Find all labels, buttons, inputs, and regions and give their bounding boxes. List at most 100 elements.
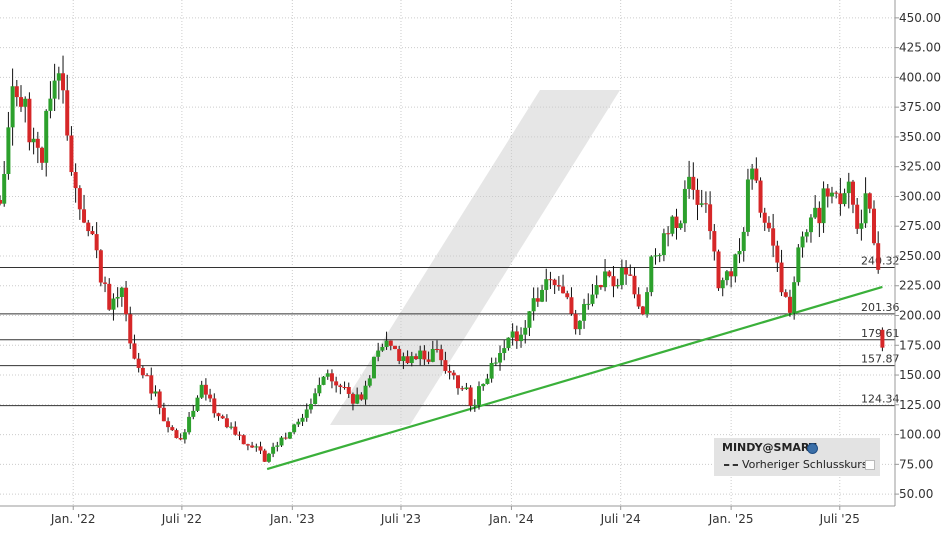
y-tick-label: 125.00 (899, 398, 941, 412)
candle-body (229, 426, 234, 428)
candle-body (573, 313, 578, 330)
candle-body (119, 287, 124, 298)
candle-body (817, 207, 822, 224)
candle-body (514, 331, 519, 342)
candle-body (590, 294, 595, 304)
candle-body (388, 340, 393, 346)
trendline-segment (266, 285, 883, 471)
candle-body (531, 298, 536, 312)
candle-body (876, 243, 881, 270)
candle-body (363, 385, 368, 400)
candle-body (31, 138, 36, 143)
candle-body (367, 378, 372, 386)
candle-body (27, 98, 32, 143)
candle-body (603, 271, 608, 288)
y-tick-label: 400.00 (899, 70, 941, 84)
candle-body (2, 174, 7, 204)
candle-body (720, 280, 725, 289)
candle-body (813, 207, 818, 218)
candle-body (687, 176, 692, 189)
candle-body (401, 356, 406, 362)
candle-body (350, 393, 355, 404)
candle-body (741, 231, 746, 252)
candle-body (657, 255, 662, 257)
candle-body (397, 349, 402, 362)
candle-body (308, 404, 313, 410)
candle-body (535, 298, 540, 302)
candle-body (695, 189, 700, 205)
candle-body (825, 188, 830, 197)
candle-body (703, 203, 708, 205)
candle-body (35, 138, 40, 148)
candle-body (838, 193, 843, 205)
legend-title: MINDY@SMART (722, 441, 817, 454)
candle-body (552, 279, 557, 286)
candle-body (241, 435, 246, 445)
candle-body (405, 356, 410, 363)
candle-body (0, 199, 2, 204)
x-tick-label: Juli '24 (600, 512, 641, 526)
candle-body (321, 376, 326, 385)
candle-body (161, 407, 166, 422)
candle-body (544, 279, 549, 290)
candlesticks (0, 55, 885, 463)
candle-body (69, 135, 74, 173)
candle-body (250, 445, 255, 448)
candle-body (300, 417, 305, 422)
grid-layer (0, 0, 895, 506)
globe-icon[interactable] (807, 443, 818, 454)
candle-body (611, 276, 616, 287)
candle-body (678, 223, 683, 229)
candle-body (94, 234, 99, 251)
candle-body (653, 255, 658, 257)
candle-body (859, 223, 864, 229)
candle-body (346, 387, 351, 394)
candle-body (674, 216, 679, 229)
level-label: 240.32 (861, 255, 900, 268)
candle-body (145, 375, 150, 377)
candle-body (334, 381, 339, 386)
y-axis-ticks: 450.00 425.00 400.00 375.00 350.00 325.00 300.… (895, 11, 941, 501)
watermark-logo (330, 90, 620, 425)
candle-body (615, 285, 620, 287)
y-tick-label: 425.00 (899, 41, 941, 55)
candle-body (86, 222, 91, 232)
candle-body (413, 356, 418, 360)
candle-body (607, 271, 612, 277)
candle-body (468, 387, 473, 406)
candle-body (422, 350, 427, 360)
candle-body (199, 384, 204, 398)
candle-body (477, 386, 482, 405)
x-tick-label: Jan. '22 (50, 512, 96, 526)
candle-body (451, 372, 456, 376)
candle-body (266, 453, 271, 462)
candle-body (418, 350, 423, 360)
candle-body (52, 80, 57, 99)
candle-body (187, 416, 192, 433)
candle-body (523, 327, 528, 335)
candle-body (178, 438, 183, 440)
candle-body (624, 267, 629, 275)
candle-body (380, 346, 385, 351)
x-tick-label: Jan. '23 (269, 512, 315, 526)
candle-body (792, 282, 797, 313)
candle-body (271, 446, 276, 454)
candle-body (342, 386, 347, 388)
candle-body (527, 311, 532, 328)
candle-body (77, 188, 82, 210)
candle-body (691, 176, 696, 190)
candle-body (329, 373, 334, 382)
legend-toggle-checkbox[interactable] (865, 460, 875, 470)
y-tick-label: 175.00 (899, 338, 941, 352)
x-tick-label: Juli '23 (380, 512, 421, 526)
candle-body (750, 168, 755, 180)
candle-body (304, 409, 309, 418)
candle-body (582, 304, 587, 321)
y-tick-label: 75.00 (899, 457, 933, 471)
candle-body (224, 418, 229, 428)
candle-body (317, 384, 322, 394)
y-tick-label: 275.00 (899, 219, 941, 233)
candle-body (708, 204, 713, 232)
candle-body (220, 416, 225, 419)
candle-body (439, 349, 444, 361)
